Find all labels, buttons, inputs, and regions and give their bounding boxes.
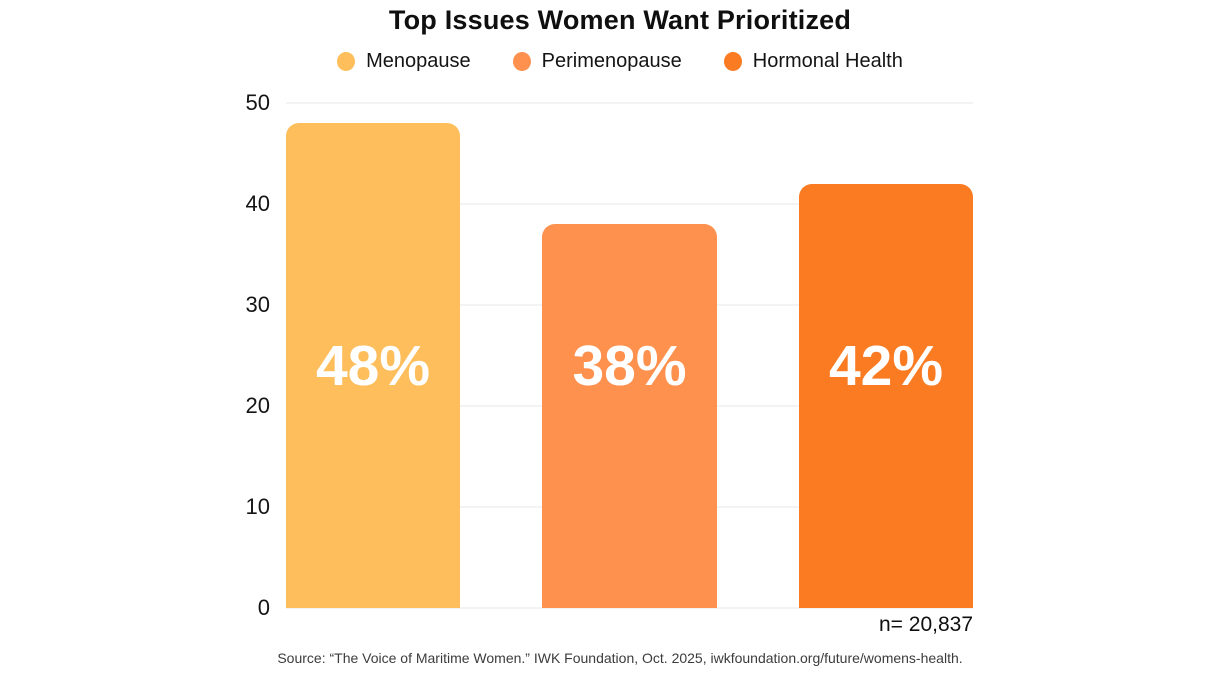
y-tick-label-30: 30 <box>245 292 270 317</box>
bar-value-label-menopause: 48% <box>315 333 431 398</box>
y-tick-label-10: 10 <box>245 494 270 519</box>
bar-perimenopause <box>542 224 717 608</box>
legend-item-hormonal-health: Hormonal Health <box>723 49 903 73</box>
chart-title: Top Issues Women Want Prioritized <box>388 5 852 35</box>
gridline-40 <box>286 203 973 205</box>
bar-value-label-perimenopause: 38% <box>572 333 687 398</box>
bar-value-label-hormonal-health: 42% <box>828 333 944 398</box>
y-tick-label-50: 50 <box>245 90 270 115</box>
legend-swatch-icon <box>512 51 531 71</box>
legend-label-menopause: Menopause <box>366 50 471 72</box>
bar-hormonal-health <box>798 183 973 608</box>
y-tick-label-0: 0 <box>257 595 270 620</box>
legend: Menopause Perimenopause Hormonal Health <box>28 49 1212 73</box>
gridline-0 <box>286 607 973 609</box>
legend-swatch-icon <box>723 51 742 71</box>
sample-size-label: n= 20,837 <box>878 613 973 636</box>
y-tick-label-40: 40 <box>245 191 270 216</box>
legend-item-menopause: Menopause <box>337 49 471 73</box>
legend-label-hormonal-health: Hormonal Health <box>752 50 903 72</box>
y-tick-label-20: 20 <box>245 393 270 418</box>
legend-swatch-icon <box>337 51 356 71</box>
bar-menopause <box>286 123 461 608</box>
legend-label-perimenopause: Perimenopause <box>541 50 682 72</box>
plot-area: 0 10 20 30 40 50 48% 38% 42% <box>246 92 973 619</box>
source-caption: Source: “The Voice of Maritime Women.” I… <box>277 650 963 666</box>
gridline-50 <box>286 102 973 104</box>
legend-item-perimenopause: Perimenopause <box>512 49 682 73</box>
